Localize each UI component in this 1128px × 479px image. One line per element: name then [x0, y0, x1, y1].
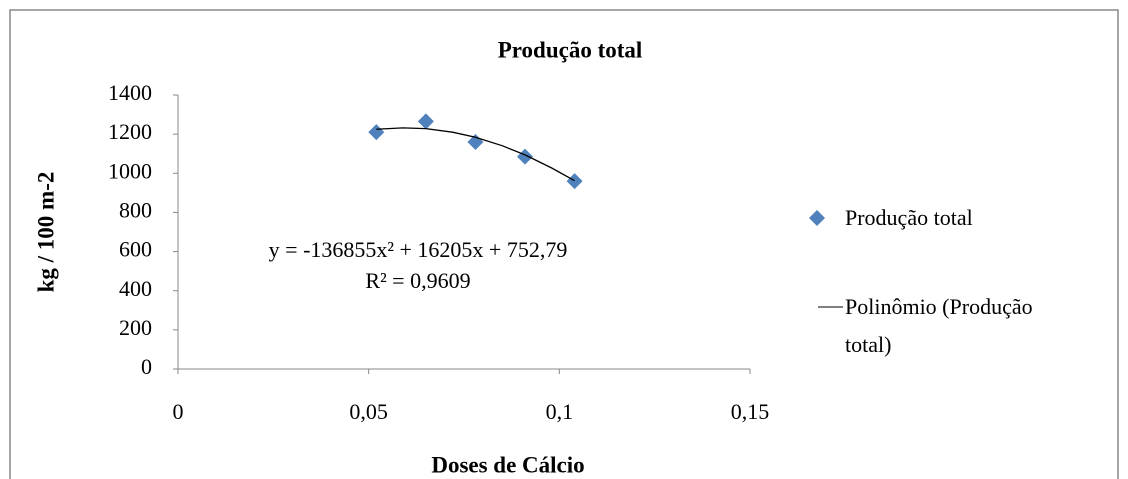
y-tick-label: 0	[141, 354, 152, 379]
y-tick-label: 1400	[108, 80, 152, 105]
y-tick-label: 1200	[108, 119, 152, 144]
data-point	[417, 113, 434, 130]
r-squared: R² = 0,9609	[365, 268, 470, 293]
y-tick-label: 1000	[108, 158, 152, 183]
x-tick-label: 0	[173, 399, 184, 424]
legend-label: Produção total	[845, 205, 973, 230]
x-tick-label: 0,05	[349, 399, 388, 424]
chart-title: Produção total	[498, 37, 643, 62]
legend-entry: Produção total	[845, 205, 973, 230]
y-axis-label: kg / 100 m-2	[33, 172, 58, 293]
y-tick-label: 600	[119, 237, 152, 262]
x-tick-label: 0,15	[731, 399, 770, 424]
data-point	[566, 173, 583, 190]
trendline	[376, 127, 575, 182]
trendline-equation: y = -136855x² + 16205x + 752,79	[269, 237, 568, 262]
x-tick-label: 0,1	[546, 399, 574, 424]
legend-label: Polinômio (Produção total)	[845, 294, 1033, 357]
data-point	[368, 124, 385, 141]
y-tick-label: 800	[119, 197, 152, 222]
legend-marker	[809, 210, 825, 226]
chart-border	[9, 9, 1119, 479]
y-tick-label: 400	[119, 276, 152, 301]
x-axis-label: Doses de Cálcio	[431, 452, 584, 477]
y-tick-label: 200	[119, 315, 152, 340]
legend-entry: Polinômio (Produção total)	[845, 294, 1033, 357]
